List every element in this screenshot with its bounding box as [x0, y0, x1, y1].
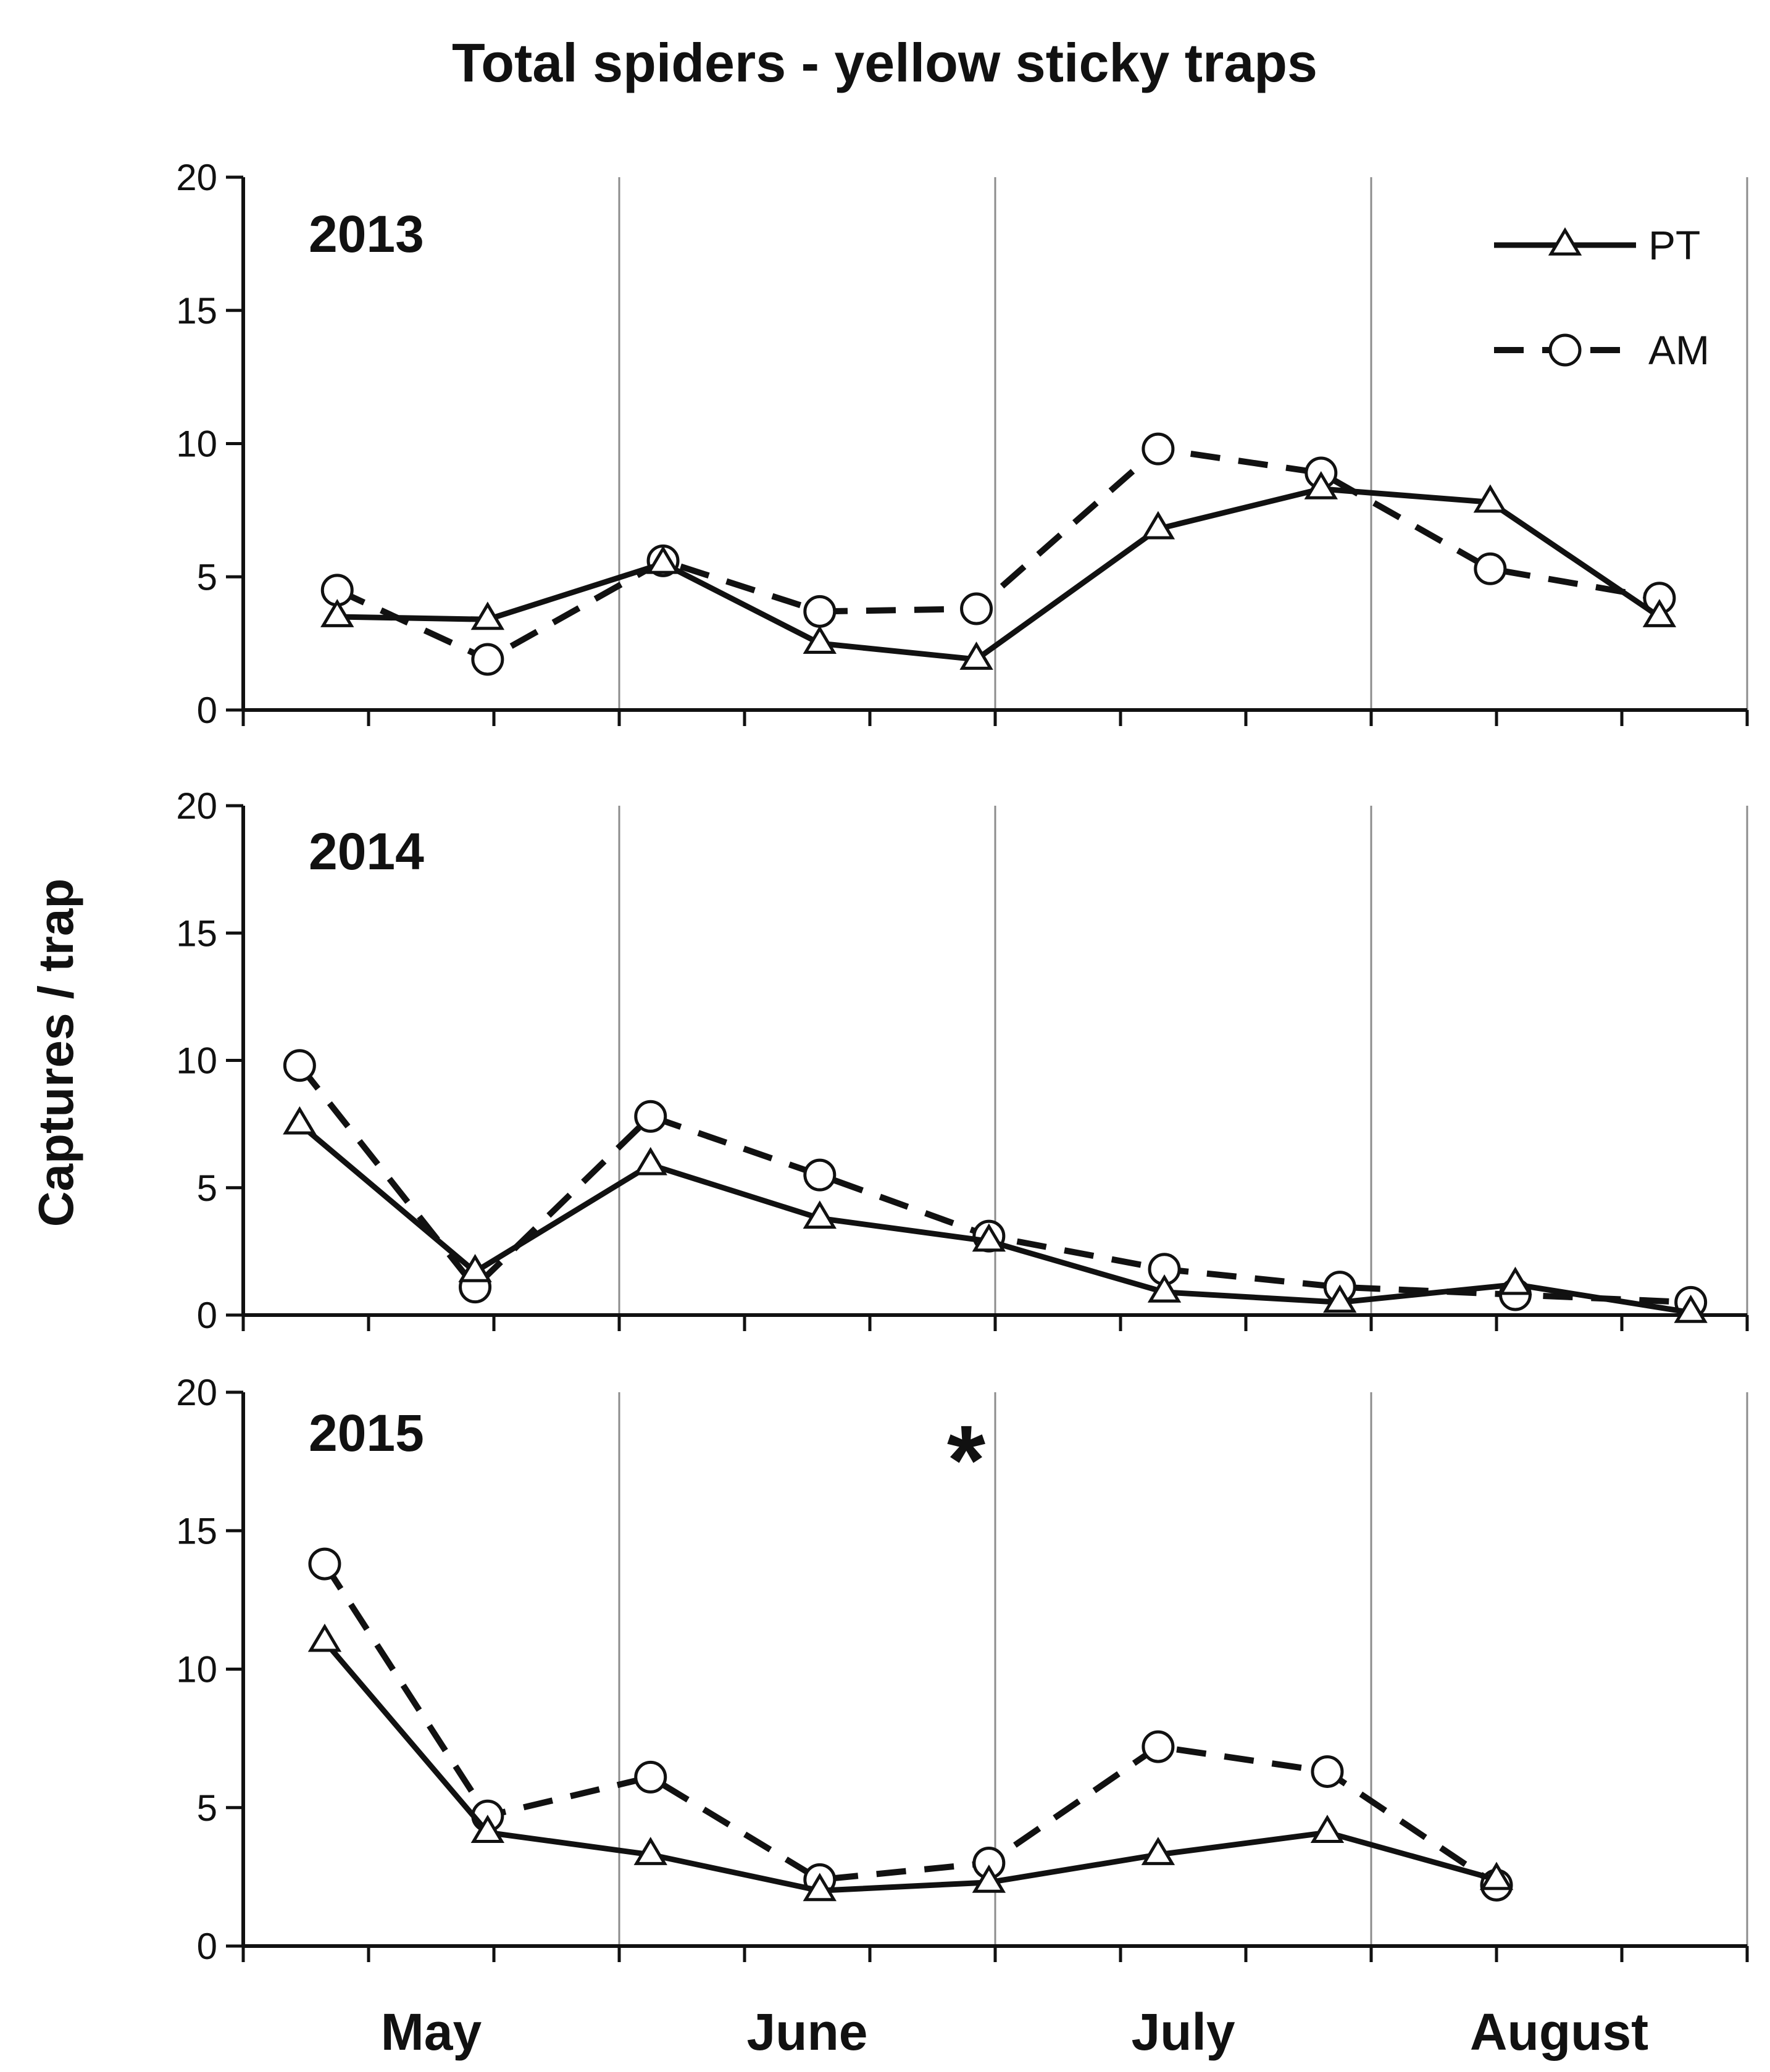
- data-point-am: [634, 1100, 667, 1133]
- data-point-am: [1474, 552, 1507, 585]
- data-point-am: [803, 595, 837, 628]
- month-label: June: [746, 2003, 867, 2061]
- data-point-am: [1142, 432, 1175, 466]
- significance-marker: *: [947, 1405, 986, 1515]
- data-point-pt: [1498, 1266, 1532, 1295]
- data-point-pt: [470, 1815, 505, 1844]
- data-point-am: [471, 643, 504, 676]
- data-point-pt: [307, 1623, 342, 1652]
- y-tick-label: 15: [176, 913, 217, 954]
- data-point-am: [1142, 1730, 1175, 1763]
- legend: PT AM: [1494, 222, 1709, 373]
- data-point-pt: [1147, 1274, 1182, 1303]
- month-label: May: [381, 2003, 482, 2061]
- data-point-am: [960, 592, 993, 625]
- y-axis-label: Captures / trap: [28, 879, 83, 1227]
- data-point-pt: [1141, 1837, 1175, 1865]
- panel-2013: 0 5 10 15 20 2013: [176, 157, 1749, 731]
- y-tick-label: 0: [197, 690, 217, 731]
- chart-title: Total spiders - yellow sticky traps: [452, 32, 1317, 93]
- data-point-am: [283, 1049, 316, 1082]
- month-label: August: [1470, 2003, 1648, 2061]
- data-point-pt: [633, 1837, 667, 1865]
- y-tick-label: 5: [197, 1168, 217, 1209]
- y-tick-label: 10: [176, 1649, 217, 1690]
- y-tick-label: 20: [176, 1372, 217, 1413]
- data-point-am: [308, 1547, 341, 1581]
- series-line-am: [322, 1562, 1498, 1888]
- y-tick-label: 10: [176, 1040, 217, 1082]
- data-point-pt: [1141, 511, 1175, 540]
- data-point-pt: [803, 1873, 837, 1902]
- panel-2015: 0 5 10 15 20 2015 *: [176, 1372, 1749, 1967]
- y-tick-label: 15: [176, 290, 217, 332]
- y-tick-label: 0: [197, 1926, 217, 1967]
- data-point-pt: [646, 545, 680, 574]
- data-point-pt: [1642, 599, 1677, 627]
- data-point-pt: [1473, 484, 1508, 513]
- y-tick-label: 5: [197, 1787, 217, 1829]
- data-point-pt: [320, 599, 354, 627]
- panels: 0 5 10 15 20 2013 0 5 10 15 20 2014 0 5 10 15 20 2015 *: [176, 157, 1749, 1967]
- data-point-am: [803, 1158, 837, 1192]
- y-tick-label: 15: [176, 1510, 217, 1552]
- data-point-pt: [1674, 1294, 1708, 1323]
- data-point-pt: [283, 1106, 317, 1135]
- data-point-pt: [1310, 1815, 1345, 1844]
- year-label: 2015: [309, 1404, 424, 1462]
- y-tick-label: 0: [197, 1295, 217, 1336]
- legend-marker-pt: [1548, 227, 1582, 256]
- data-point-pt: [458, 1253, 492, 1282]
- data-point-pt: [972, 1864, 1006, 1893]
- month-labels: May June July August: [381, 2003, 1648, 2061]
- data-point-pt: [803, 625, 837, 654]
- legend-marker-am: [1548, 333, 1582, 367]
- data-point-pt: [1323, 1284, 1357, 1313]
- data-point-pt: [803, 1200, 837, 1229]
- y-tick-label: 20: [176, 157, 217, 198]
- panel-2014: 0 5 10 15 20 2014: [176, 785, 1749, 1336]
- series-line-am: [336, 446, 1660, 663]
- data-point-am: [634, 1760, 667, 1794]
- data-point-pt: [959, 641, 993, 670]
- y-tick-label: 10: [176, 424, 217, 465]
- legend-label-pt: PT: [1648, 222, 1700, 268]
- legend-label-am: AM: [1648, 327, 1709, 373]
- data-point-am: [1311, 1755, 1344, 1788]
- series-line-pt: [322, 1639, 1498, 1894]
- data-point-pt: [972, 1223, 1006, 1252]
- data-point-pt: [470, 601, 505, 630]
- month-label: July: [1131, 2003, 1235, 2061]
- data-point-pt: [1479, 1861, 1514, 1890]
- y-tick-label: 5: [197, 556, 217, 598]
- data-point-pt: [633, 1147, 667, 1176]
- year-label: 2014: [309, 822, 424, 880]
- data-point-pt: [1304, 470, 1338, 499]
- y-tick-label: 20: [176, 785, 217, 827]
- year-label: 2013: [309, 205, 424, 263]
